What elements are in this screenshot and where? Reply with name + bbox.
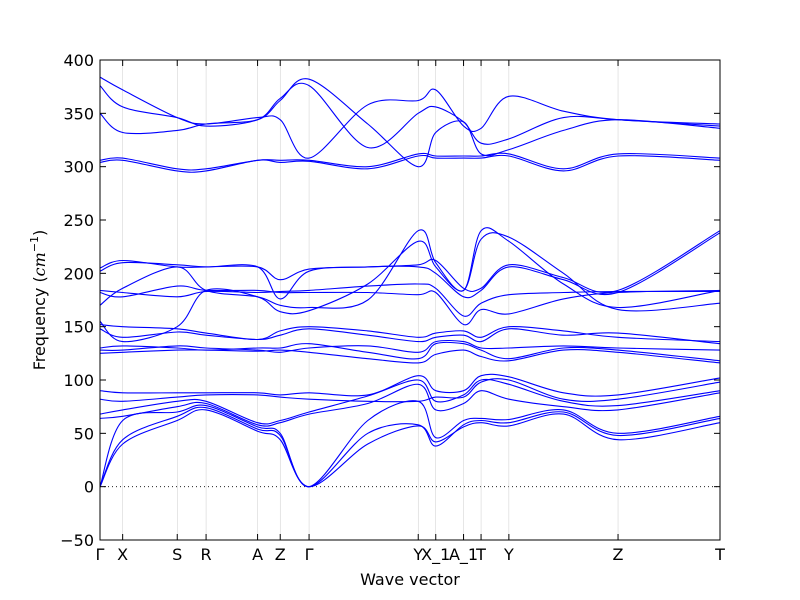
y-tick-label: 150 xyxy=(63,318,94,337)
phonon-branch-7 xyxy=(99,373,721,397)
phonon-branch-16 xyxy=(99,283,721,317)
y-tick-label: 350 xyxy=(63,104,94,123)
y-axis-label-unit: cm xyxy=(30,252,49,276)
y-tick-label: 50 xyxy=(74,424,94,443)
x-tick-label: X xyxy=(117,545,128,564)
plot-area xyxy=(99,60,721,540)
phonon-branch-21 xyxy=(99,78,721,168)
x-tick-label: Γ xyxy=(96,545,105,564)
phonon-branch-10 xyxy=(99,339,721,353)
phonon-branch-12 xyxy=(99,323,721,343)
y-tick-label: 0 xyxy=(84,478,94,497)
phonon-branch-3 xyxy=(99,400,721,488)
phonon-branch-2 xyxy=(99,406,721,488)
y-tick-label: 250 xyxy=(63,211,94,230)
x-tick-label: X_1 xyxy=(421,545,450,565)
phonon-branch-1 xyxy=(99,409,721,488)
y-tick-label: −50 xyxy=(60,531,94,550)
y-axis-label-text: Frequency ( xyxy=(30,276,49,370)
x-tick-label: Y xyxy=(412,545,423,564)
phonon-branch-23 xyxy=(99,76,721,159)
x-tick-label: Z xyxy=(275,545,286,564)
phonon-branch-9 xyxy=(99,341,721,362)
phonon-branch-13 xyxy=(99,232,721,343)
phonon-branch-11 xyxy=(99,328,721,345)
phonon-branch-5 xyxy=(99,378,721,425)
phonon-branch-6 xyxy=(99,378,721,403)
y-tick-label: 400 xyxy=(63,51,94,70)
y-tick-label: 200 xyxy=(63,264,94,283)
x-tick-label: A xyxy=(252,545,263,564)
y-axis-label: Frequency (cm−1) xyxy=(28,230,49,371)
x-tick-label: Γ xyxy=(305,545,314,564)
phonon-branch-20 xyxy=(99,152,721,171)
x-tick-label: S xyxy=(172,545,182,564)
y-axis-label-close: ) xyxy=(30,230,49,236)
y-axis-label-exponent: −1 xyxy=(28,236,41,252)
phonon-branch-22 xyxy=(99,82,721,149)
phonon-branch-17 xyxy=(99,232,721,300)
phonon-branch-14 xyxy=(99,227,721,309)
y-tick-label: 300 xyxy=(63,158,94,177)
x-tick-label: Z xyxy=(613,545,624,564)
y-tick-label: 100 xyxy=(63,371,94,390)
x-tick-label: T xyxy=(714,545,725,564)
phonon-branch-15 xyxy=(99,285,721,326)
x-axis-label: Wave vector xyxy=(360,570,460,589)
x-tick-label: T xyxy=(475,545,486,564)
phonon-branch-4 xyxy=(99,383,721,427)
phonon-branch-18 xyxy=(99,230,721,293)
x-tick-label: R xyxy=(201,545,212,564)
plot-frame xyxy=(99,59,721,541)
x-tick-label: Y xyxy=(503,545,514,564)
x-tick-label: A_1 xyxy=(449,545,478,565)
